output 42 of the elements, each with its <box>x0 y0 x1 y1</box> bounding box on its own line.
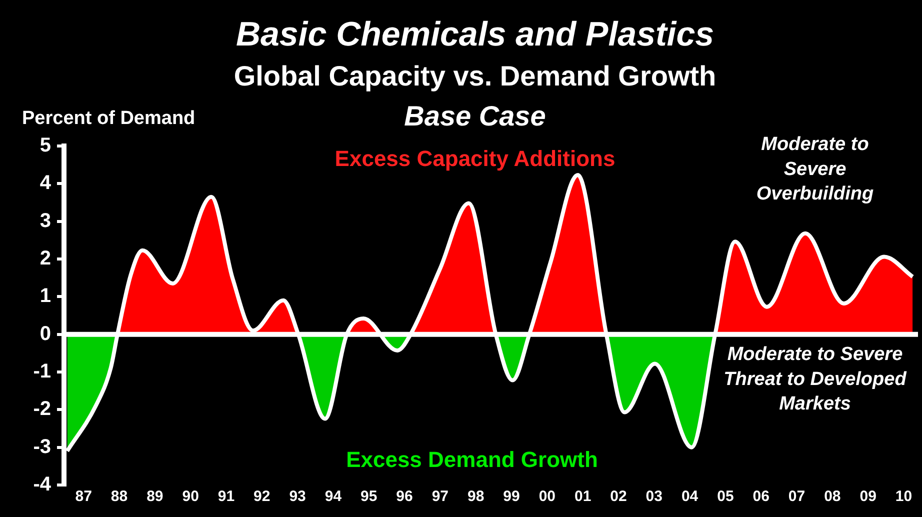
chart-title: Basic Chemicals and Plastics <box>236 15 714 54</box>
x-tick-label: 96 <box>396 488 413 506</box>
x-tick-label: 03 <box>646 488 662 506</box>
y-tick-label: -2 <box>33 398 51 420</box>
x-tick-label: 06 <box>752 488 770 506</box>
x-tick-label: 09 <box>860 488 876 506</box>
x-tick-label: 89 <box>146 488 164 506</box>
x-tick-label: 94 <box>324 488 342 506</box>
y-tick-label: -4 <box>33 474 52 496</box>
x-tick-label: 93 <box>289 488 306 506</box>
x-tick-label: 97 <box>432 488 449 506</box>
text: Base Case <box>404 100 546 132</box>
y-tick-label: 0 <box>40 322 51 345</box>
y-tick-label: 4 <box>40 172 52 194</box>
x-tick-label: 01 <box>574 488 592 506</box>
x-tick-label: 08 <box>824 488 841 506</box>
y-tick-label: 5 <box>40 134 51 157</box>
x-tick-label: 00 <box>538 488 556 506</box>
y-tick-label: 2 <box>40 248 51 270</box>
y-tick-label: 1 <box>40 285 51 308</box>
x-tick-label: 88 <box>110 488 128 506</box>
x-tick-label: 90 <box>182 488 199 506</box>
x-tick-label: 02 <box>610 488 627 506</box>
annotation: Excess Demand Growth <box>346 447 598 472</box>
x-tick-label: 07 <box>788 488 806 506</box>
chart-subtitle: Global Capacity vs. Demand Growth <box>234 60 716 92</box>
annotation: Excess Capacity Additions <box>334 146 616 172</box>
x-tick-label: 98 <box>468 488 484 506</box>
x-tick-label: 95 <box>360 488 378 506</box>
annotation: Moderate to Severe Overbuilding <box>756 134 874 205</box>
y-axis-title: Percent of Demand <box>22 108 196 130</box>
x-tick-label: 99 <box>503 488 520 506</box>
y-tick-label: -3 <box>33 436 51 458</box>
y-tick-label: -1 <box>33 360 51 383</box>
x-tick-label: 05 <box>717 488 734 506</box>
x-tick-label: 87 <box>75 488 92 506</box>
annotation: Moderate to Severe Threat to Developed Markets <box>724 344 907 415</box>
x-tick-label: 10 <box>895 488 912 506</box>
x-tick-label: 04 <box>681 488 699 506</box>
x-tick-label: 92 <box>254 488 270 506</box>
y-tick-label: 3 <box>40 210 51 232</box>
x-tick-label: 91 <box>218 488 235 506</box>
